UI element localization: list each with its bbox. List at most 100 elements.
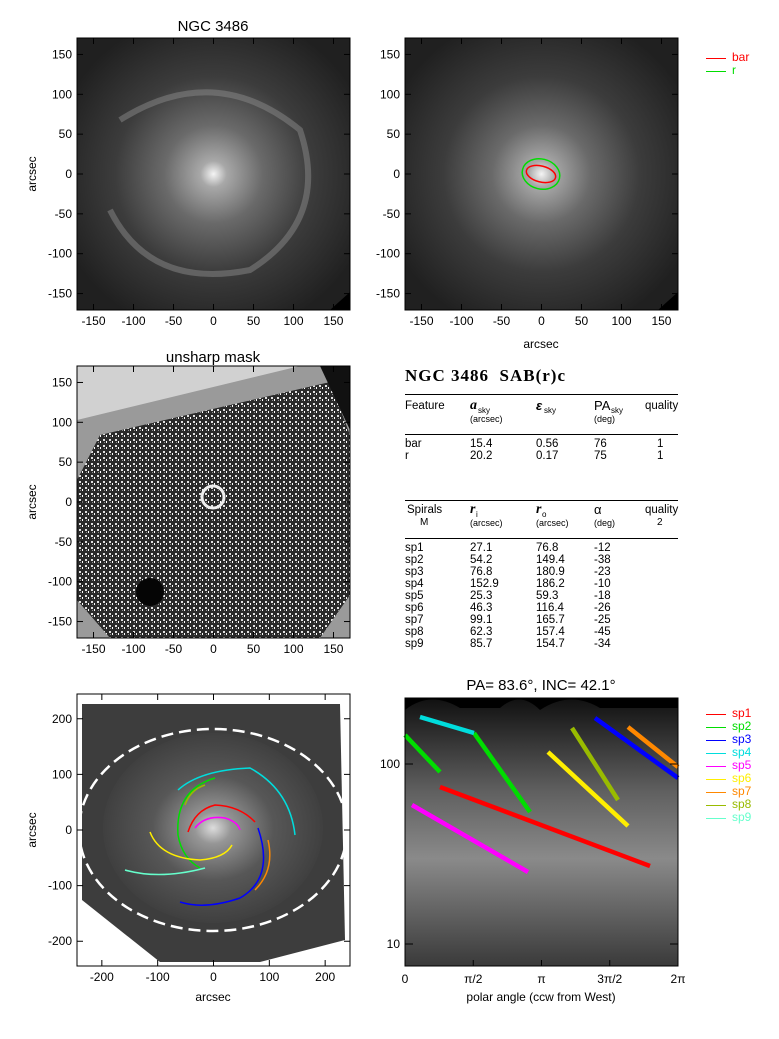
x-tick-labels: -200 -100 0 100 200: [90, 694, 335, 984]
spiral-name: sp6: [405, 602, 424, 614]
spiral-header: Spirals M r i (arcsec) r o (arcsec) α (d…: [405, 502, 678, 534]
spiral-rows: sp1 27.1 76.8 -12 sp2 54.2 149.4 -38 sp3 76.8 180.…: [405, 542, 678, 662]
hdr-a-sub: sky: [478, 406, 490, 415]
y-tick-label: -100: [376, 247, 400, 261]
trace-sp5: [410, 803, 530, 874]
legend-label: sp5: [732, 758, 752, 772]
spiral-pitch-angle: -38: [594, 554, 611, 566]
y-tick-label: -50: [55, 535, 73, 549]
y-tick-label: 50: [59, 127, 73, 141]
edge-artifact-right: [320, 366, 350, 430]
hdr-quality: quality: [645, 400, 679, 412]
trace-sp2b: [403, 733, 442, 774]
x-tick-label: -100: [121, 314, 145, 328]
spiral-name: sp7: [405, 614, 424, 626]
legend-swatch: [706, 714, 726, 715]
legend-label: sp9: [732, 810, 752, 824]
feature-pa-sky: 75: [594, 450, 607, 462]
x-tick-label: 0: [210, 970, 217, 984]
legend-features: bar r: [702, 50, 772, 80]
y-tick-label: 100: [52, 767, 72, 781]
dark-blob: [136, 578, 164, 606]
x-tick-label: -150: [82, 642, 106, 656]
spiral-name: sp8: [405, 626, 424, 638]
spiral-r-outer: 116.4: [536, 602, 564, 614]
x-axis-label: arcsec: [195, 990, 230, 1004]
panel-polar-plot: PA= 83.6°, INC= 42.1° polar angle (ccw f…: [380, 677, 686, 1004]
legend-swatch: [706, 766, 726, 767]
spiral-name: sp2: [405, 554, 424, 566]
legend-label: bar: [732, 50, 750, 64]
trace-sp6: [546, 750, 630, 828]
y-tick-labels: 200 100 0 -100 -200: [48, 712, 350, 948]
y-tick-labels: 150 100 50 0 -50 -100 -150: [48, 375, 350, 629]
x-tick-label: 100: [611, 314, 631, 328]
hdr-alpha-sym: α: [594, 502, 602, 517]
feature-pa-sky: 76: [594, 438, 607, 450]
legend-swatch: [706, 71, 726, 72]
legend-swatch: [706, 818, 726, 819]
feature-a-sky: 20.2: [470, 450, 493, 462]
trace-sp2a: [472, 731, 532, 814]
spiral-r-inner: 99.1: [470, 614, 493, 626]
feature-quality: 1: [657, 450, 664, 462]
y-tick-label: 10: [387, 937, 401, 951]
x-tick-label: 2π: [671, 972, 686, 986]
legend-swatch: [706, 805, 726, 806]
hdr-pa-unit: (deg): [594, 414, 616, 424]
y-tick-label: -150: [376, 287, 400, 301]
hdr-ri-sub: i: [476, 510, 478, 519]
panel-title: NGC 3486: [178, 18, 249, 35]
galaxy-class: SAB(r)c: [499, 366, 567, 385]
spiral-sp9: [124, 867, 206, 876]
x-tick-labels: -150 -100 -50 0 50 100 150: [82, 38, 344, 328]
hdr-ri-unit: (arcsec): [470, 518, 503, 528]
trace-sp3: [593, 716, 680, 780]
y-tick-label: -150: [48, 287, 72, 301]
x-tick-label: 3π/2: [597, 972, 622, 986]
legend-swatch: [706, 779, 726, 780]
y-tick-labels: 150 100 50 0 -50 -100 -150: [376, 47, 678, 301]
x-tick-label: 200: [315, 970, 335, 984]
y-tick-label: 100: [52, 415, 72, 429]
legend-label: r: [732, 63, 736, 77]
panel-galaxy-image: NGC 3486 arcsec -150 -100 -50 0 50 100 150 150…: [25, 18, 351, 328]
spiral-sp2: [177, 777, 216, 869]
galaxy-image: [405, 38, 678, 310]
x-tick-label: 100: [283, 314, 303, 328]
legend-swatch: [706, 792, 726, 793]
spiral-pitch-angle: -25: [594, 614, 611, 626]
y-tick-label: 0: [65, 167, 72, 181]
ring-ellipse: [521, 157, 561, 191]
y-tick-label: 200: [52, 712, 72, 726]
x-tick-label: -100: [146, 970, 170, 984]
y-tick-label: -200: [48, 934, 72, 948]
y-tick-label: 150: [52, 375, 72, 389]
panel-title: unsharp mask: [166, 349, 261, 366]
spiral-sp3: [179, 827, 265, 906]
x-tick-labels: -150 -100 -50 0 50 100 150: [82, 366, 344, 656]
hdr-a-unit: (arcsec): [470, 414, 503, 424]
y-tick-label: 50: [387, 127, 401, 141]
x-tick-label: 0: [538, 314, 545, 328]
legend-swatch: [706, 740, 726, 741]
x-tick-label: -100: [449, 314, 473, 328]
y-tick-labels: 100 10: [380, 757, 678, 951]
x-tick-labels: 0 π/2 π 3π/2 2π: [402, 698, 686, 986]
x-tick-label: 0: [210, 314, 217, 328]
bar-ellipse: [525, 164, 557, 184]
polar-image: [405, 698, 678, 966]
legend-label: sp3: [732, 732, 752, 746]
results-table: NGC 3486 SAB(r)c Feature a sky (arcsec) …: [405, 366, 678, 666]
hdr-ro-sym: r: [536, 502, 542, 517]
spiral-r-outer: 186.2: [536, 578, 565, 590]
trace-sp8: [570, 726, 620, 802]
feature-name: r: [405, 450, 409, 462]
hdr-m: M: [420, 517, 429, 528]
spiral-name: sp1: [405, 542, 424, 554]
x-tick-label: 0: [402, 972, 409, 986]
trace-sp7: [626, 725, 680, 769]
trace-sp1: [439, 784, 651, 869]
spiral-name: sp4: [405, 578, 424, 590]
feature-header: Feature a sky (arcsec) ε sky PA sky (deg…: [405, 399, 679, 430]
